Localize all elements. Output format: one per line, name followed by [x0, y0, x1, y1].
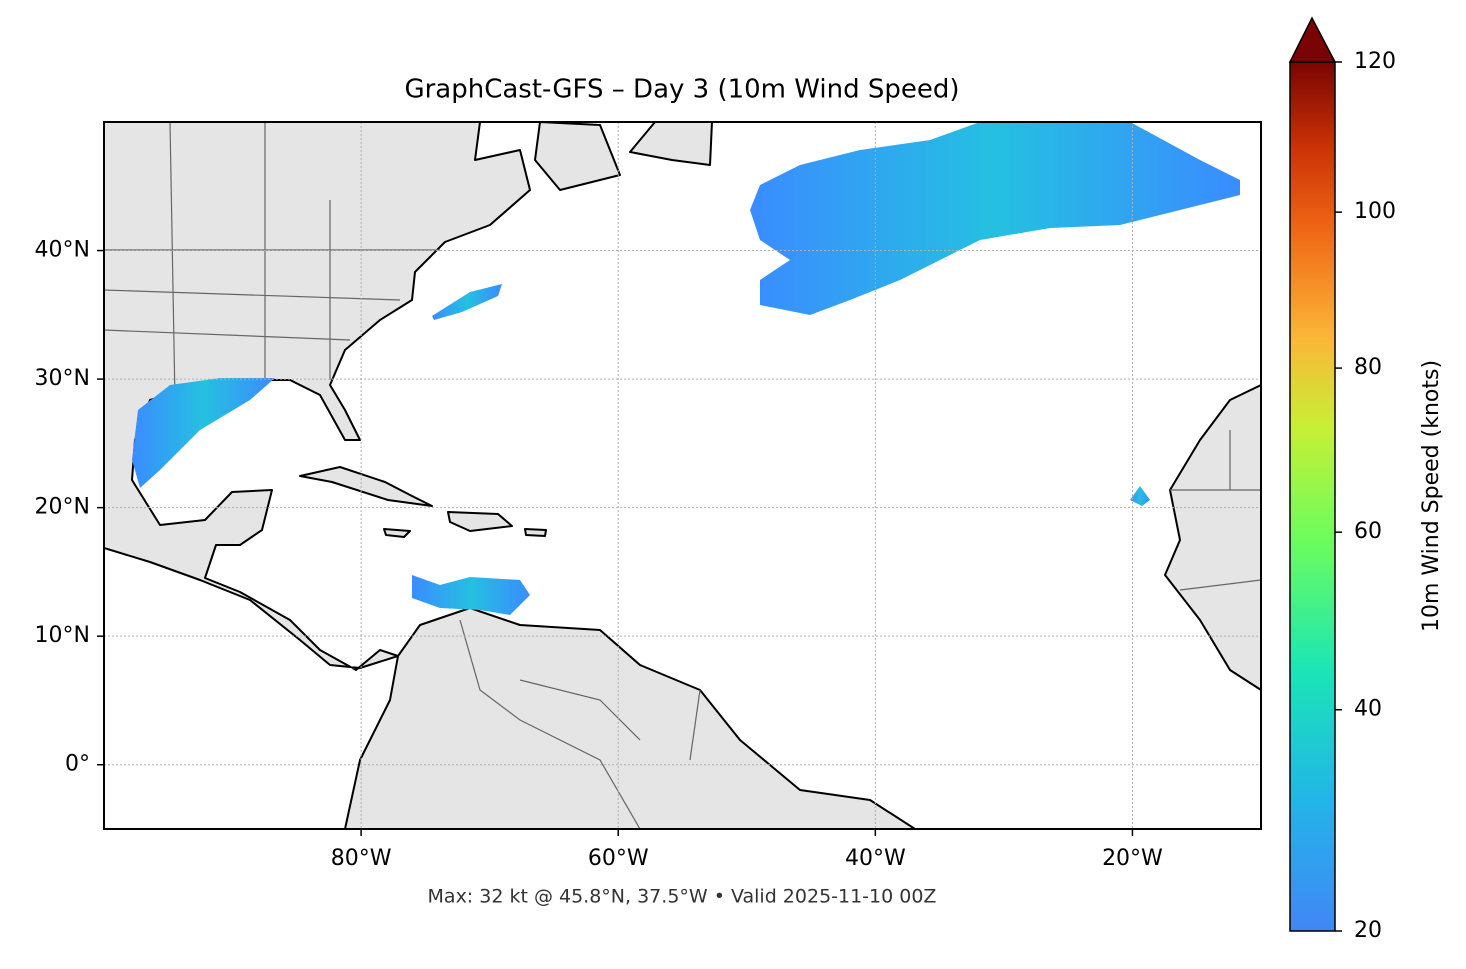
internal-borders	[104, 122, 1261, 829]
colorbar-tick-label: 40	[1354, 697, 1382, 722]
jamaica	[383, 528, 411, 538]
colorbar-tick-label: 20	[1354, 918, 1382, 943]
newfoundland	[629, 122, 713, 166]
wind-gulf	[132, 378, 275, 488]
south-america	[344, 607, 916, 829]
y-tick-label: 30°N	[35, 366, 90, 391]
africa	[1164, 384, 1261, 691]
colorbar-tick-label: 60	[1354, 519, 1382, 544]
wind-offshore	[432, 284, 502, 320]
colorbar-extend	[1288, 16, 1337, 63]
colorbar-label: 10m Wind Speed (knots)	[1419, 360, 1444, 632]
map-area	[104, 122, 1261, 829]
hispaniola	[447, 511, 513, 532]
wind-north-atlantic	[750, 122, 1240, 315]
colorbar-tick-label: 120	[1354, 49, 1396, 74]
y-tick-label: 0°	[65, 752, 90, 777]
puerto-rico	[524, 528, 547, 537]
y-tick-label: 40°N	[35, 238, 90, 263]
graticule	[104, 122, 1261, 829]
colorbar-tick-label: 100	[1354, 199, 1396, 224]
map-title: GraphCast-GFS – Day 3 (10m Wind Speed)	[404, 75, 959, 105]
wind-caribbean	[412, 575, 530, 615]
colorbar-tick-label: 80	[1354, 355, 1382, 380]
cuba	[299, 466, 433, 507]
footer-note: Max: 32 kt @ 45.8°N, 37.5°W • Valid 2025…	[428, 886, 937, 908]
y-tick-label: 10°N	[35, 623, 90, 648]
x-tick-label: 40°W	[845, 846, 906, 871]
colorbar	[1289, 61, 1336, 932]
x-tick-label: 80°W	[331, 846, 392, 871]
x-tick-label: 60°W	[588, 846, 649, 871]
wind-canary	[1130, 486, 1150, 506]
north-central-america	[104, 122, 531, 671]
x-tick-label: 20°W	[1102, 846, 1163, 871]
nova-scotia	[534, 122, 621, 191]
map-frame	[103, 121, 1262, 830]
y-tick-label: 20°N	[35, 495, 90, 520]
